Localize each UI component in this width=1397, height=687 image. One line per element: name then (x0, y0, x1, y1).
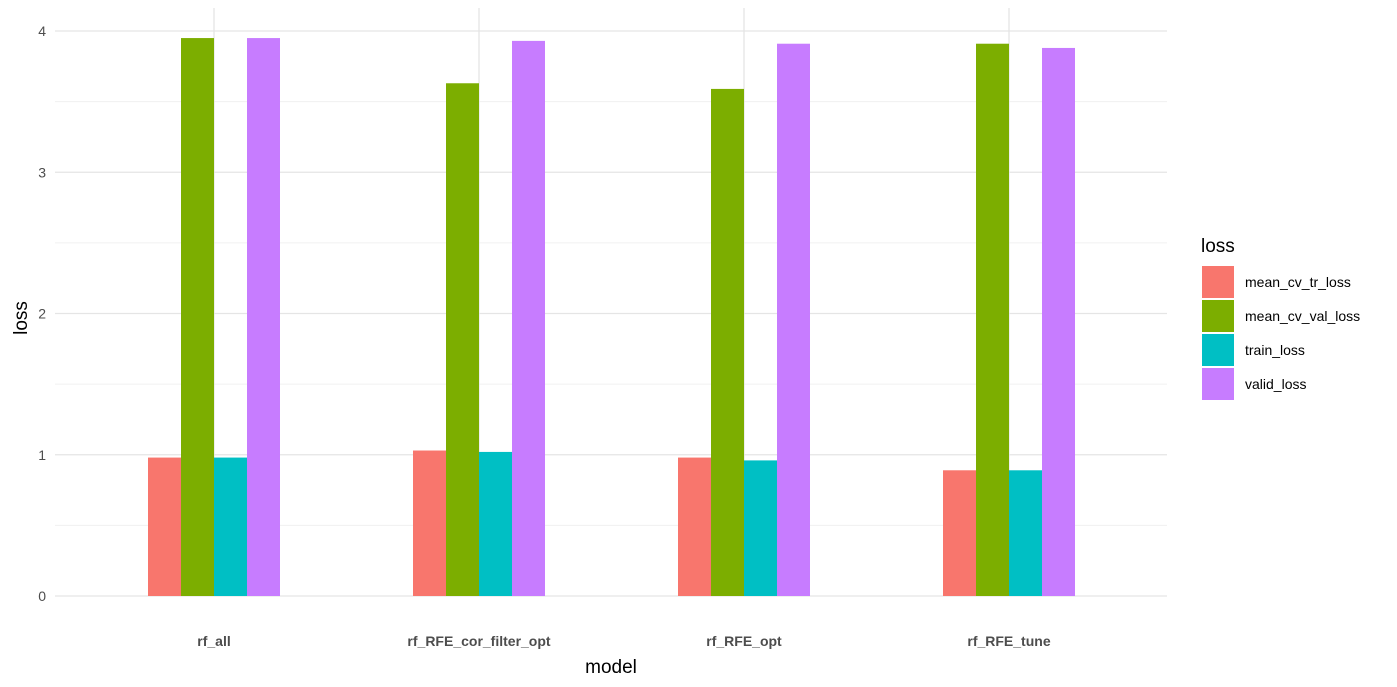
legend-key-mean_cv_val_loss (1202, 300, 1234, 332)
y-tick-label: 2 (38, 306, 46, 322)
legend-key-valid_loss (1202, 368, 1234, 400)
y-tick-label: 0 (38, 588, 46, 604)
bar-mean_cv_tr_loss-rf_all (148, 457, 181, 596)
bar-train_loss-rf_RFE_tune (1009, 470, 1042, 596)
y-tick-label: 3 (38, 164, 46, 180)
y-axis-title: loss (11, 301, 32, 335)
y-tick-label: 1 (38, 447, 46, 463)
x-tick-label: rf_RFE_tune (967, 633, 1050, 649)
bar-mean_cv_val_loss-rf_all (181, 38, 214, 596)
bar-mean_cv_tr_loss-rf_RFE_opt (678, 457, 711, 596)
legend-key-mean_cv_tr_loss (1202, 266, 1234, 298)
bar-mean_cv_val_loss-rf_RFE_tune (976, 43, 1009, 596)
bars (148, 38, 1075, 596)
x-tick-label: rf_RFE_opt (706, 633, 782, 649)
legend-title: loss (1201, 236, 1235, 257)
y-tick-labels: 0 1 2 3 4 (38, 23, 46, 604)
bar-train_loss-rf_all (214, 457, 247, 596)
legend-label: mean_cv_val_loss (1245, 308, 1360, 324)
y-tick-label: 4 (38, 23, 46, 39)
legend-label: train_loss (1245, 342, 1305, 358)
x-axis-title: model (585, 657, 637, 678)
legend-label: valid_loss (1245, 376, 1306, 392)
legend-key-train_loss (1202, 334, 1234, 366)
bar-mean_cv_val_loss-rf_RFE_opt (711, 88, 744, 596)
x-tick-labels: rf_all rf_RFE_cor_filter_opt rf_RFE_opt rf_… (197, 633, 1051, 649)
bar-mean_cv_val_loss-rf_RFE_cor_filter_opt (446, 83, 479, 596)
bar-train_loss-rf_RFE_cor_filter_opt (479, 451, 512, 596)
bar-train_loss-rf_RFE_opt (744, 460, 777, 596)
bar-valid_loss-rf_RFE_opt (777, 43, 810, 596)
bar-valid_loss-rf_RFE_tune (1042, 47, 1075, 596)
bar-mean_cv_tr_loss-rf_RFE_tune (943, 470, 976, 596)
legend: loss mean_cv_tr_loss mean_cv_val_losstrai… (1201, 236, 1360, 400)
x-tick-label: rf_RFE_cor_filter_opt (407, 633, 550, 649)
bar-valid_loss-rf_RFE_cor_filter_opt (512, 40, 545, 596)
legend-label: mean_cv_tr_loss (1245, 274, 1351, 290)
bar-mean_cv_tr_loss-rf_RFE_cor_filter_opt (413, 450, 446, 596)
x-tick-label: rf_all (197, 633, 230, 649)
bar-valid_loss-rf_all (247, 38, 280, 596)
